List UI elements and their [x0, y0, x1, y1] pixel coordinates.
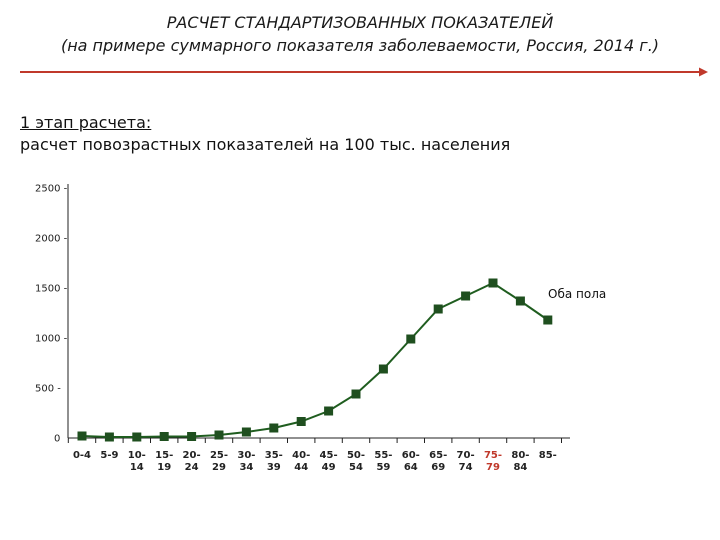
x-tick-label: 50-54 [347, 450, 365, 473]
x-tick-label: 60-64 [402, 450, 420, 473]
data-point [461, 291, 471, 301]
x-tick-label: 30-34 [237, 450, 255, 473]
data-point [433, 304, 443, 314]
data-point [214, 430, 224, 440]
stage-heading: 1 этап расчета: [20, 113, 152, 132]
data-point [159, 432, 169, 441]
series-markers [77, 278, 553, 442]
x-tick-label: 35-39 [265, 450, 283, 473]
x-tick-label: 75-79 [484, 450, 502, 473]
x-tick-label: 20-24 [183, 450, 201, 473]
x-tick-label: 25-29 [210, 450, 228, 473]
x-tick-label: 80-84 [511, 450, 529, 473]
series-line [81, 281, 549, 438]
x-axis-ticks: 0-4 5-9 10-14 15-19 20-24 25-29 30-34 35-39 40-4… [73, 450, 557, 473]
page-title: РАСЧЕТ СТАНДАРТИЗОВАННЫХ ПОКАЗАТЕЛЕЙ [166, 13, 554, 32]
stage-block: 1 этап расчета: расчет повозрастных пока… [20, 112, 510, 156]
x-tick-label: 55-59 [374, 450, 392, 473]
y-tick-label: 1500 - [35, 284, 68, 295]
x-tick-label: 10-14 [128, 450, 146, 473]
data-point [515, 296, 525, 306]
page-subtitle: (на примере суммарного показателя заболе… [60, 36, 660, 55]
x-tick-label: 45-49 [320, 450, 338, 473]
x-tick-label: 65-69 [429, 450, 447, 473]
y-axis-ticks: 0 500 - 1000 - 1500 - 2000 - 2500 - [35, 184, 68, 445]
data-point [406, 334, 416, 344]
data-point [241, 427, 251, 437]
y-tick-label: 0 [54, 434, 60, 445]
x-tick-label: 5-9 [100, 450, 118, 461]
y-tick-label: 2500 - [35, 184, 68, 195]
series-line-group [81, 281, 549, 438]
data-point [324, 406, 334, 416]
legend-label: Оба пола [548, 287, 606, 301]
data-point [77, 431, 87, 441]
x-tick-label: 15-19 [155, 450, 173, 473]
data-point [104, 432, 114, 442]
data-point [296, 417, 306, 426]
data-point [488, 278, 498, 288]
divider-arrow-icon [699, 67, 708, 77]
x-tick-label: 0-4 [73, 450, 91, 461]
x-tick-label: 85- [539, 450, 557, 461]
x-tick-label: 40-44 [292, 450, 310, 473]
data-point [132, 432, 142, 442]
data-point [187, 432, 197, 441]
title-divider [20, 67, 708, 77]
y-tick-label: 500 - [35, 384, 61, 395]
data-point [269, 423, 279, 433]
data-point [378, 364, 388, 374]
x-tick-label: 70-74 [457, 450, 475, 473]
chart-axes [67, 184, 570, 443]
legend: Оба пола [548, 287, 606, 301]
y-tick-label: 2000 - [35, 234, 68, 245]
data-point [543, 315, 553, 325]
data-point [351, 389, 361, 399]
stage-description: расчет повозрастных показателей на 100 т… [20, 135, 511, 154]
y-tick-label: 1000 - [35, 334, 68, 345]
